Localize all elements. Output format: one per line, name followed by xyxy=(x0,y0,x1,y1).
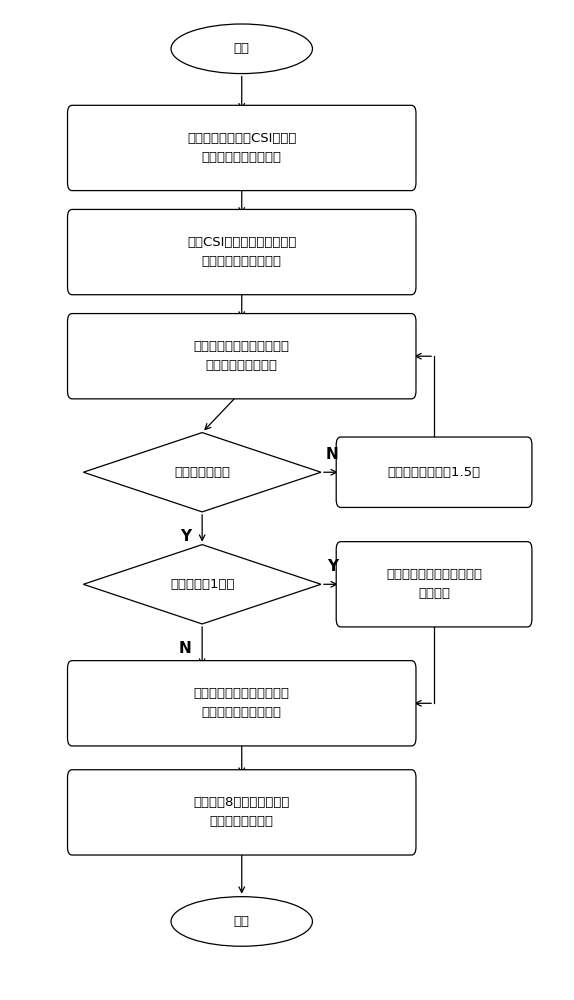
Ellipse shape xyxy=(171,897,312,946)
Text: 开始: 开始 xyxy=(234,42,250,55)
Text: N: N xyxy=(179,641,192,656)
Text: 对第一次聚类得到的簇按照
位置进行第二次聚类: 对第一次聚类得到的簇按照 位置进行第二次聚类 xyxy=(194,340,290,372)
Text: 选择参考点，获取CSI空频特
性指纹，并存入数据库: 选择参考点，获取CSI空频特 性指纹，并存入数据库 xyxy=(187,132,296,164)
Text: Y: Y xyxy=(180,529,191,544)
Text: N: N xyxy=(326,447,339,462)
FancyBboxPatch shape xyxy=(68,770,416,855)
Text: 计算簇之间的距离，合并距
离小的簇: 计算簇之间的距离，合并距 离小的簇 xyxy=(386,568,482,600)
Text: 随机选厖8个接入点，利用
压缩感知精确定位: 随机选厖8个接入点，利用 压缩感知精确定位 xyxy=(193,796,290,828)
Text: 簇个数多于1个？: 簇个数多于1个？ xyxy=(170,578,234,591)
FancyBboxPatch shape xyxy=(68,209,416,295)
FancyBboxPatch shape xyxy=(68,661,416,746)
Polygon shape xyxy=(83,545,321,624)
Text: 测得待定位点的接收信号强
度，进行粗定位匹配簇: 测得待定位点的接收信号强 度，进行粗定位匹配簇 xyxy=(194,687,290,719)
Text: Y: Y xyxy=(327,559,338,574)
Polygon shape xyxy=(83,433,321,512)
FancyBboxPatch shape xyxy=(68,314,416,399)
Text: 聚类结果收敛？: 聚类结果收敛？ xyxy=(174,466,230,479)
FancyBboxPatch shape xyxy=(336,437,532,507)
Text: 按照CSI空频特性指纹对所有
参考点进行第一次聚类: 按照CSI空频特性指纹对所有 参考点进行第一次聚类 xyxy=(187,236,296,268)
Text: 参考度变为原来的1.5倍: 参考度变为原来的1.5倍 xyxy=(387,466,480,479)
FancyBboxPatch shape xyxy=(68,105,416,191)
Ellipse shape xyxy=(171,24,312,74)
FancyBboxPatch shape xyxy=(336,542,532,627)
Text: 结束: 结束 xyxy=(234,915,250,928)
